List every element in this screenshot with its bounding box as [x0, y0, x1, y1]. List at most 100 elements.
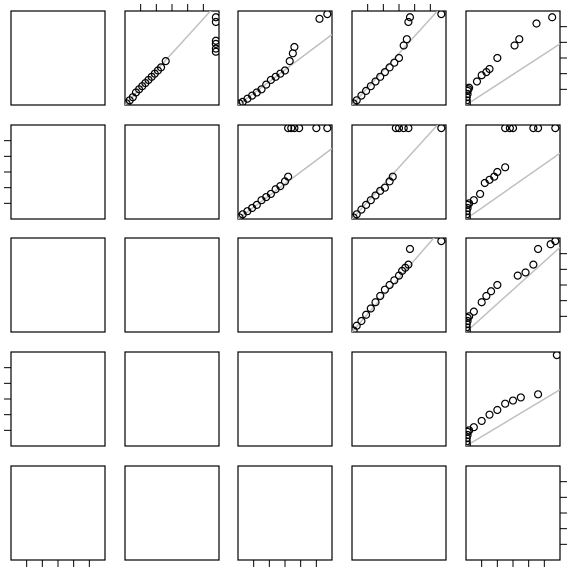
panel-frame	[351, 10, 447, 106]
point	[312, 125, 321, 133]
point	[399, 41, 408, 50]
point	[485, 64, 494, 74]
point	[352, 96, 361, 105]
point	[380, 67, 389, 77]
point	[466, 326, 471, 332]
point	[469, 196, 478, 205]
point	[284, 172, 293, 181]
panel-frame	[465, 465, 561, 561]
panel-frame	[10, 465, 106, 561]
point	[466, 316, 472, 326]
point	[357, 316, 366, 326]
point	[466, 427, 472, 436]
point	[366, 304, 375, 313]
reference-line	[352, 238, 435, 332]
point	[371, 191, 380, 200]
point	[476, 189, 485, 199]
point	[211, 39, 219, 48]
reference-line	[238, 147, 332, 219]
qq-panel	[238, 125, 332, 219]
panel-frame	[465, 124, 561, 220]
point	[466, 430, 472, 440]
point	[371, 77, 380, 86]
point	[388, 172, 397, 181]
panel-frame	[124, 465, 220, 561]
point	[380, 285, 389, 294]
point	[551, 238, 560, 246]
point	[405, 13, 415, 22]
point	[366, 196, 375, 205]
panel-frame	[351, 237, 447, 333]
qq-panel	[466, 13, 560, 105]
point	[211, 44, 219, 53]
qq-panel	[466, 352, 560, 446]
point	[466, 207, 471, 216]
point	[437, 125, 446, 133]
point	[466, 200, 472, 209]
panel-frame	[237, 237, 333, 333]
point	[352, 321, 361, 330]
panel-frame	[237, 465, 333, 561]
point	[466, 440, 471, 446]
point	[516, 393, 525, 402]
point	[466, 83, 474, 92]
point	[466, 320, 471, 329]
point	[469, 423, 478, 432]
point	[466, 210, 471, 219]
panel-frame	[351, 351, 447, 447]
point	[533, 244, 543, 254]
panel-frame	[10, 237, 106, 333]
point	[510, 41, 519, 50]
point	[477, 416, 486, 426]
panel-frame	[237, 351, 333, 447]
point	[493, 280, 502, 290]
point	[276, 182, 285, 191]
reference-line	[238, 33, 332, 105]
panel-frame	[465, 10, 561, 106]
point	[529, 125, 538, 133]
point	[287, 125, 296, 133]
point	[548, 13, 557, 22]
point	[262, 80, 271, 89]
point	[466, 99, 471, 105]
panel-frame	[124, 124, 220, 220]
point	[477, 298, 486, 307]
point	[285, 57, 294, 66]
point	[466, 313, 472, 322]
point	[161, 57, 170, 66]
point	[466, 323, 471, 332]
panel-frame	[10, 124, 106, 220]
panel-frame	[237, 124, 333, 220]
point	[532, 19, 541, 28]
reference-line	[466, 43, 560, 105]
point	[501, 399, 510, 408]
point	[466, 93, 471, 102]
point	[404, 260, 413, 269]
qq-panel	[352, 125, 446, 219]
point	[366, 82, 375, 91]
point	[437, 238, 446, 246]
point	[323, 11, 332, 19]
point	[156, 63, 166, 72]
point	[362, 200, 371, 209]
panel-frame	[237, 10, 333, 106]
panel-frame	[10, 351, 106, 447]
point	[295, 125, 304, 133]
reference-line	[466, 246, 560, 332]
point	[284, 125, 293, 133]
point	[211, 13, 219, 22]
point	[385, 63, 394, 72]
point	[376, 72, 385, 81]
point	[257, 85, 266, 94]
qq-panel	[238, 11, 332, 105]
panel-frame	[465, 351, 561, 447]
point	[357, 91, 366, 100]
reference-line	[466, 388, 560, 446]
point	[211, 47, 219, 56]
point	[486, 287, 496, 296]
point	[290, 125, 299, 133]
point	[466, 96, 471, 105]
point	[362, 86, 371, 96]
point	[402, 35, 411, 44]
